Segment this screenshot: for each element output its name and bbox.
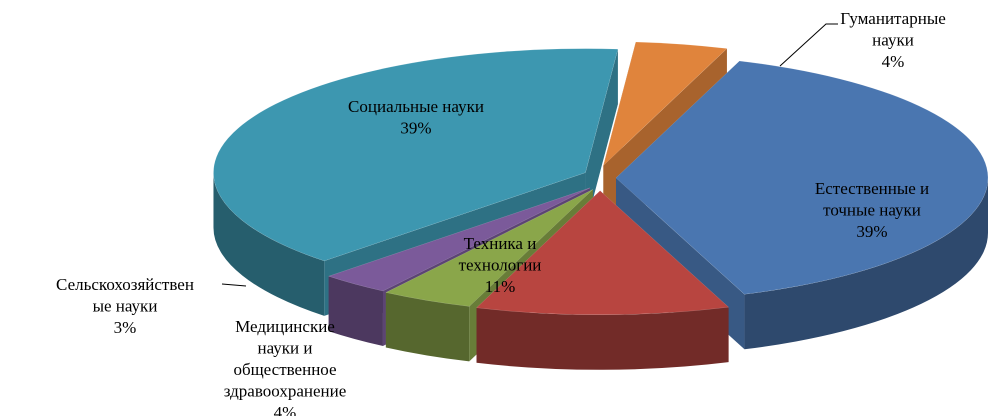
slice-label: точные науки [823,200,921,219]
slice-edge [585,49,618,228]
slice [327,187,590,292]
slice-label: технологии [459,255,542,274]
slice-label: здравоохранение [224,381,347,400]
slice-label: науки [872,30,914,49]
slice [615,60,989,295]
value-label: 39% [400,118,431,137]
slice-side [385,292,470,362]
slice [475,190,730,316]
value-label: 4% [274,403,297,416]
slice-label: общественное [233,360,336,379]
slice-label: Сельскохозяйствен [56,275,194,294]
labels: Гуманитарные науки 4% Естественные и точные … [56,9,946,416]
slice-label: науки и [258,338,313,357]
leader-line [779,23,838,67]
slice-label: Медицинские [235,317,335,336]
leader-line [221,283,247,287]
slice [213,48,619,262]
slice-label: Естественные и [815,179,929,198]
slice [602,41,728,167]
tops [213,41,989,316]
slice-side [213,172,325,316]
slice-label: ые науки [93,296,158,315]
slice [385,189,594,307]
slice-label: Техника и [464,234,537,253]
value-label: 3% [114,318,137,337]
slice-label: Социальные науки [348,97,484,116]
value-label: 4% [882,52,905,71]
slice-side [328,276,383,346]
value-label: 11% [485,277,516,296]
value-label: 39% [856,222,887,241]
slice-side [476,307,729,370]
slice-label: Гуманитарные [840,9,946,28]
slice-side [744,177,988,350]
